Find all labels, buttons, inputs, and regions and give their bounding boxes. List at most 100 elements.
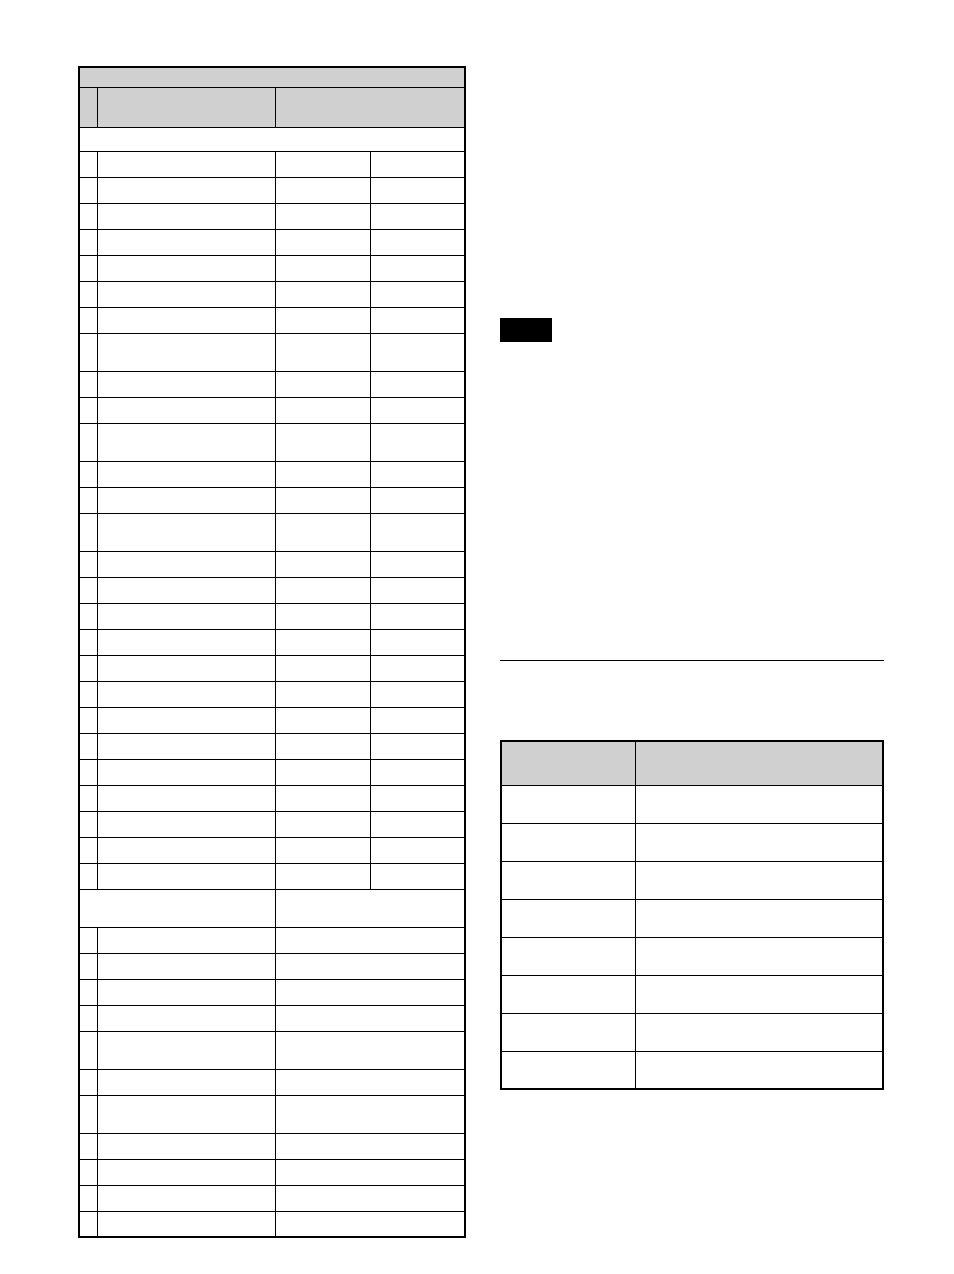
cell — [97, 513, 275, 551]
cell — [501, 937, 635, 975]
cell — [635, 899, 883, 937]
cell — [370, 307, 465, 333]
cell — [275, 681, 370, 707]
cell — [275, 889, 465, 927]
cell — [275, 811, 370, 837]
table-row — [79, 229, 465, 255]
cell — [79, 1133, 97, 1159]
cell — [97, 423, 275, 461]
right-table-header-col2 — [635, 741, 883, 785]
cell — [275, 1159, 465, 1185]
cell — [275, 1069, 465, 1095]
cell — [501, 861, 635, 899]
cell — [275, 979, 465, 1005]
cell — [97, 1133, 275, 1159]
cell — [370, 397, 465, 423]
cell — [79, 811, 97, 837]
table-row — [79, 681, 465, 707]
cell — [275, 151, 370, 177]
cell — [275, 1031, 465, 1069]
cell — [275, 577, 370, 603]
table-row — [501, 823, 883, 861]
cell — [97, 461, 275, 487]
cell — [635, 1013, 883, 1051]
table-row — [79, 655, 465, 681]
table-row — [79, 513, 465, 551]
table-row — [79, 577, 465, 603]
cell — [275, 707, 370, 733]
cell — [79, 707, 97, 733]
cell — [635, 823, 883, 861]
cell — [501, 899, 635, 937]
cell — [79, 487, 97, 513]
cell — [275, 785, 370, 811]
cell — [79, 151, 97, 177]
page — [0, 0, 954, 1274]
cell — [79, 1185, 97, 1211]
table-row — [79, 397, 465, 423]
cell — [97, 1159, 275, 1185]
left-table — [78, 66, 466, 1238]
cell — [97, 1031, 275, 1069]
cell — [370, 707, 465, 733]
cell — [275, 255, 370, 281]
left-table-section-b — [79, 889, 465, 927]
cell — [79, 1159, 97, 1185]
cell — [635, 785, 883, 823]
cell — [370, 333, 465, 371]
cell — [275, 551, 370, 577]
table-row — [79, 811, 465, 837]
cell — [97, 333, 275, 371]
cell — [635, 975, 883, 1013]
cell — [370, 733, 465, 759]
cell — [79, 281, 97, 307]
cell — [97, 1069, 275, 1095]
cell — [97, 681, 275, 707]
table-row — [79, 707, 465, 733]
cell — [275, 229, 370, 255]
cell — [635, 937, 883, 975]
table-row — [79, 1159, 465, 1185]
table-row — [501, 975, 883, 1013]
table-row — [501, 899, 883, 937]
cell — [370, 151, 465, 177]
cell — [370, 177, 465, 203]
cell — [79, 785, 97, 811]
cell — [275, 759, 370, 785]
table-row — [79, 979, 465, 1005]
cell — [97, 397, 275, 423]
cell — [370, 759, 465, 785]
left-table-header-col1 — [79, 87, 97, 127]
cell — [97, 863, 275, 889]
cell — [97, 203, 275, 229]
cell — [97, 177, 275, 203]
cell — [370, 837, 465, 863]
cell — [501, 1013, 635, 1051]
table-row — [79, 255, 465, 281]
cell — [97, 603, 275, 629]
cell — [79, 333, 97, 371]
table-row — [501, 1051, 883, 1089]
cell — [79, 551, 97, 577]
cell — [275, 513, 370, 551]
cell — [97, 577, 275, 603]
cell — [275, 629, 370, 655]
cell — [97, 837, 275, 863]
cell — [635, 861, 883, 899]
cell — [97, 307, 275, 333]
left-table-section-a — [79, 127, 465, 151]
cell — [275, 461, 370, 487]
cell — [97, 629, 275, 655]
cell — [370, 371, 465, 397]
table-row — [79, 837, 465, 863]
cell — [635, 1051, 883, 1089]
cell — [275, 863, 370, 889]
table-row — [501, 785, 883, 823]
left-table-title — [79, 67, 465, 87]
cell — [79, 889, 275, 927]
cell — [275, 927, 465, 953]
cell — [275, 1185, 465, 1211]
cell — [97, 151, 275, 177]
cell — [501, 785, 635, 823]
horizontal-rule — [500, 660, 884, 661]
